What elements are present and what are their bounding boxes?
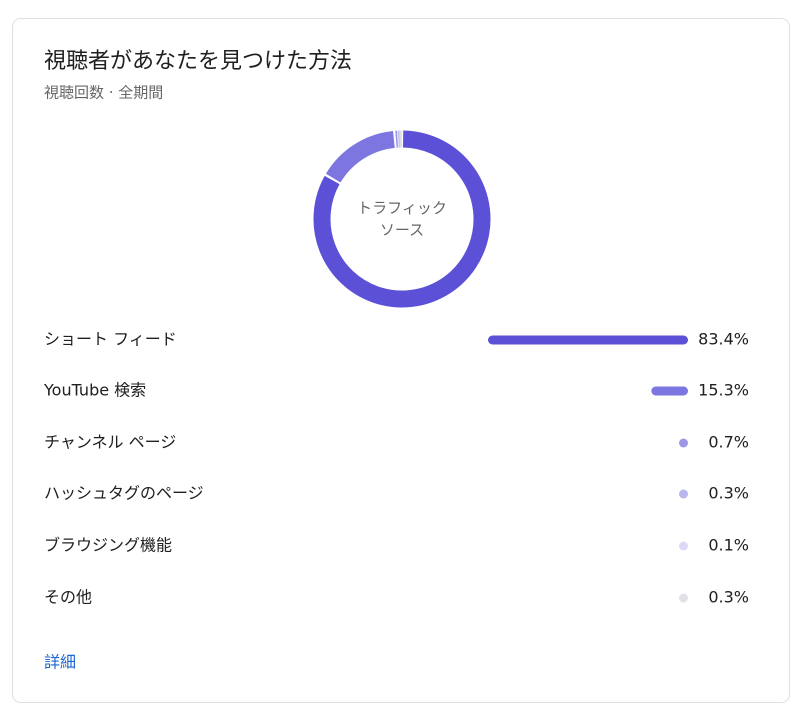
bar bbox=[679, 490, 688, 499]
value-label: 0.7% bbox=[708, 433, 749, 452]
subtitle: 視聴回数 · 全期間 bbox=[44, 84, 163, 102]
bar bbox=[679, 594, 688, 603]
row-label: ショート フィード bbox=[44, 330, 177, 349]
center-label: トラフィック ソース bbox=[354, 189, 450, 249]
value-label: 0.3% bbox=[708, 588, 749, 607]
row-label: ブラウジング機能 bbox=[44, 536, 172, 555]
value-label: 0.3% bbox=[708, 484, 749, 503]
bar bbox=[679, 542, 688, 551]
row-label: チャンネル ページ bbox=[44, 433, 176, 452]
value-label: 83.4% bbox=[698, 330, 749, 349]
value-label: 15.3% bbox=[698, 381, 749, 400]
value-label: 0.1% bbox=[708, 536, 749, 555]
details-link[interactable]: 詳細 bbox=[44, 653, 76, 672]
row-label: その他 bbox=[44, 588, 92, 607]
row-label: ハッシュタグのページ bbox=[44, 484, 204, 503]
bar bbox=[679, 439, 688, 448]
bar bbox=[651, 387, 688, 396]
bar bbox=[488, 336, 688, 345]
center-label-box: トラフィック ソース bbox=[354, 189, 450, 249]
card-border bbox=[13, 19, 790, 703]
row-label: YouTube 検索 bbox=[43, 381, 146, 400]
title: 視聴者があなたを見つけた方法 bbox=[44, 49, 352, 74]
